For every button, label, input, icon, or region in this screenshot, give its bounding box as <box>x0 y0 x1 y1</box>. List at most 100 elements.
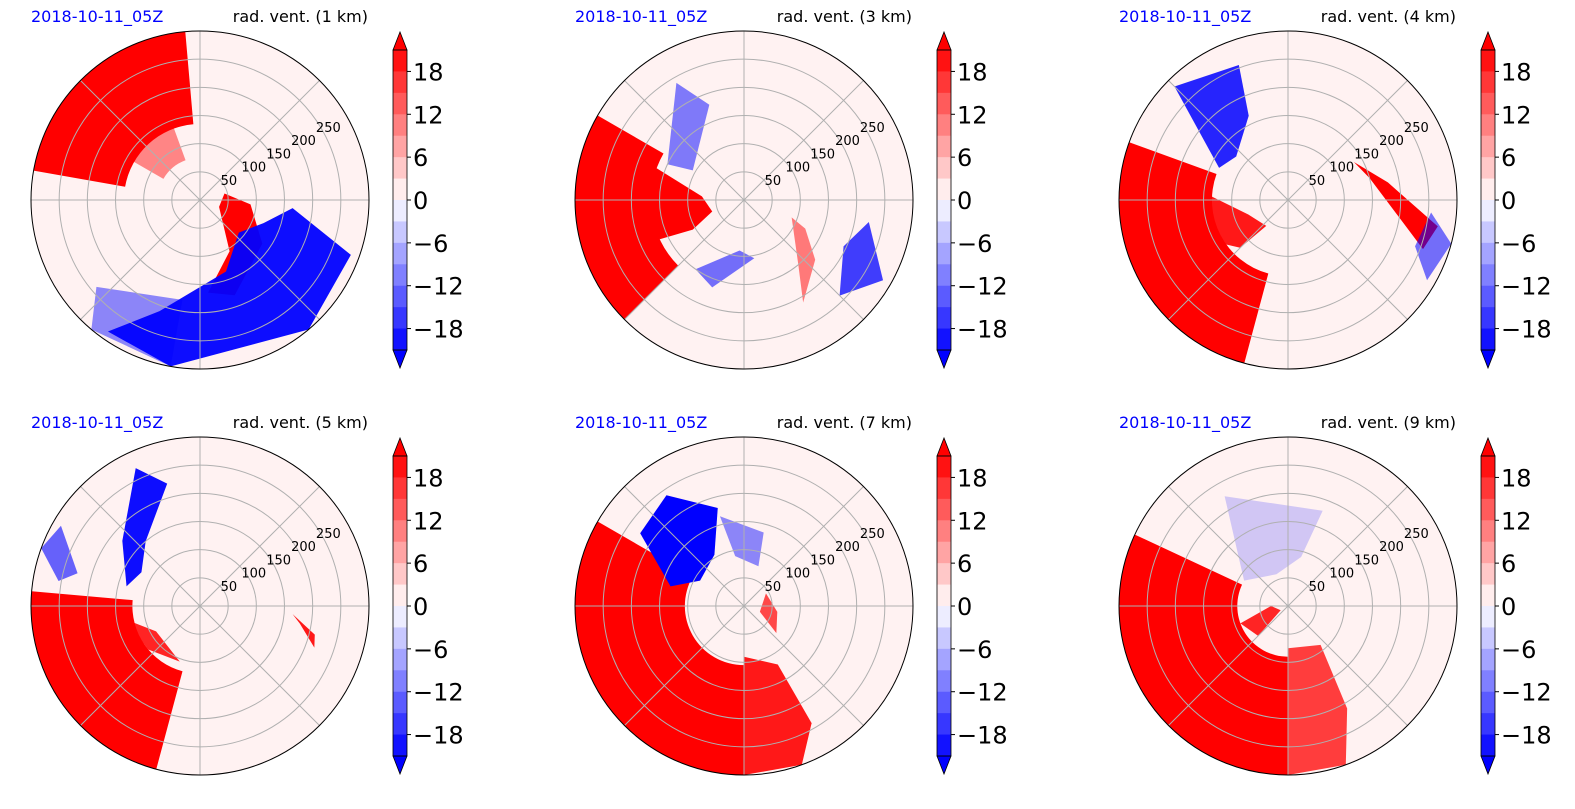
colorbar-extend-min <box>936 349 952 370</box>
colorbar-segment <box>393 92 407 115</box>
colorbar-segment <box>1481 627 1495 650</box>
date-label: 2018-10-11_05Z <box>1119 413 1251 433</box>
colorbar-segment <box>393 456 407 478</box>
radial-tick-label: 100 <box>785 567 810 582</box>
grid-spoke <box>199 486 320 607</box>
radial-tick-label: 250 <box>860 527 885 542</box>
field-region-positive <box>759 593 778 634</box>
colorbar-segment <box>1481 498 1495 521</box>
polar-frame <box>30 30 370 370</box>
colorbar-segment <box>393 520 407 543</box>
colorbar-tick-label: 6 <box>1501 550 1516 578</box>
colorbar-segment <box>393 135 407 158</box>
grid-spoke <box>1287 605 1408 726</box>
colorbar-tick-label: −6 <box>1501 636 1536 664</box>
colorbar-tick-label: −18 <box>1501 722 1552 750</box>
field-region-positive <box>575 115 679 320</box>
colorbar-segment <box>937 627 951 650</box>
colorbar-segment <box>393 200 407 222</box>
colorbar-segment <box>393 157 407 180</box>
colorbar-segment <box>937 606 951 628</box>
colorbar: 18 12 6 0 −6 −12 −18 <box>1480 30 1552 370</box>
radial-tick-label: 250 <box>316 527 341 542</box>
radial-tick-label: 250 <box>316 121 341 136</box>
colorbar-tick-label: −6 <box>413 636 448 664</box>
colorbar-segment <box>393 285 407 308</box>
field-region-negative <box>1415 212 1452 281</box>
colorbar-segment <box>1481 691 1495 714</box>
colorbar-segment <box>937 285 951 308</box>
colorbar-tick-label: 18 <box>1501 58 1532 86</box>
radial-tick-label: 50 <box>1309 174 1326 189</box>
grid-spoke <box>624 486 745 607</box>
colorbar-segment <box>1481 734 1495 757</box>
colorbar-segment <box>393 541 407 564</box>
colorbar-extend-max <box>392 436 408 457</box>
colorbar-segment <box>937 541 951 564</box>
field-region-positive <box>126 120 186 179</box>
colorbar-segment <box>1481 606 1495 628</box>
colorbar-segment <box>393 606 407 628</box>
colorbar-tick-label: −18 <box>957 316 1008 344</box>
colorbar-tick-label: −12 <box>413 679 464 707</box>
date-label: 2018-10-11_05Z <box>31 7 163 27</box>
radial-tick-label: 200 <box>291 540 316 555</box>
colorbar-tick-label: 6 <box>413 550 428 578</box>
colorbar-segment <box>393 584 407 607</box>
polar-frame <box>574 436 914 776</box>
colorbar-segment <box>393 50 407 72</box>
colorbar-segment <box>393 563 407 586</box>
field-region-positive <box>1119 142 1269 364</box>
colorbar-segment <box>1481 135 1495 158</box>
field-layer <box>31 468 315 770</box>
colorbar-extend-max <box>392 30 408 51</box>
radial-tick-label: 150 <box>810 553 835 568</box>
colorbar-segment <box>937 670 951 693</box>
grid-spoke <box>624 80 745 201</box>
grid-spoke <box>743 486 864 607</box>
radial-tick-label: 250 <box>1404 527 1429 542</box>
colorbar-segment <box>1481 520 1495 543</box>
colorbar-segment <box>1481 71 1495 94</box>
colorbar-segment <box>1481 670 1495 693</box>
grid-spoke <box>1168 486 1289 607</box>
field-region-positive <box>1353 161 1438 250</box>
colorbar-segment <box>937 178 951 201</box>
field-region-negative <box>122 468 168 587</box>
colorbar-extend-min <box>392 349 408 370</box>
colorbar-extend-min <box>1480 349 1496 370</box>
colorbar-segment <box>1481 50 1495 72</box>
colorbar-tick-label: 18 <box>1501 464 1532 492</box>
colorbar-tick-label: 0 <box>957 187 972 215</box>
polar-grid <box>1119 437 1457 775</box>
colorbar-segment <box>937 71 951 94</box>
colorbar-tick-label: 0 <box>413 187 428 215</box>
colorbar: 18 12 6 0 −6 −12 −18 <box>1480 436 1552 776</box>
colorbar-segment <box>937 584 951 607</box>
radial-tick-label: 200 <box>291 134 316 149</box>
colorbar-segment <box>1481 477 1495 500</box>
colorbar-segment <box>393 307 407 330</box>
field-layer <box>575 82 884 320</box>
colorbar-tick-label: 12 <box>413 101 444 129</box>
radial-tick-label: 50 <box>221 580 238 595</box>
colorbar-tick-label: 0 <box>1501 187 1516 215</box>
radial-tick-label: 150 <box>1354 553 1379 568</box>
radial-tick-label: 100 <box>241 567 266 582</box>
grid-spoke <box>1287 199 1408 320</box>
colorbar-segment <box>937 648 951 671</box>
radial-tick-label: 200 <box>1379 134 1404 149</box>
grid-spoke <box>743 199 864 320</box>
colorbar-segment <box>393 627 407 650</box>
grid-spoke <box>80 80 201 201</box>
grid-spoke <box>199 199 320 320</box>
colorbar-extend-min <box>392 755 408 776</box>
field-region-positive <box>1240 606 1281 636</box>
colorbar-tick-label: 6 <box>1501 144 1516 172</box>
grid-spoke <box>1168 199 1289 320</box>
colorbar-segment <box>1481 648 1495 671</box>
